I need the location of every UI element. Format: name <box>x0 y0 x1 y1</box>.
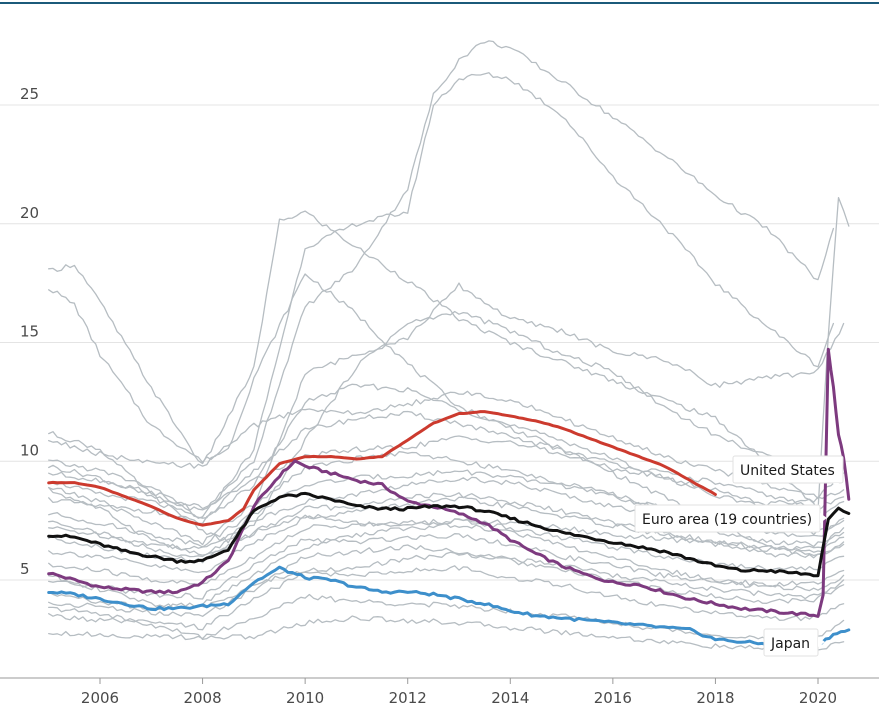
x-tick-label-2008: 2008 <box>183 689 221 707</box>
series-line-other-16 <box>48 565 845 631</box>
label-united-states-pointer <box>833 483 839 489</box>
label-japan-text: Japan <box>770 636 810 652</box>
label-united-states-text: United States <box>740 463 835 479</box>
series-line-euro-area <box>47 491 851 578</box>
label-euro-area-text: Euro area (19 countries) <box>642 512 812 528</box>
series-line-other-3 <box>48 196 850 512</box>
x-tick-label-2016: 2016 <box>594 689 632 707</box>
series-line-other-1 <box>48 40 835 511</box>
series-line-other-17 <box>48 593 845 641</box>
series-line-other-22 <box>48 492 845 558</box>
x-tick-label-2012: 2012 <box>389 689 427 707</box>
series-line-united-states <box>47 347 851 618</box>
series-line-other-14 <box>48 533 845 600</box>
label-japan-pointer <box>818 637 825 647</box>
label-japan: Japan <box>763 628 825 657</box>
x-axis-ticks: 2006 2008 2010 2012 2014 2016 2018 2020 <box>81 678 837 707</box>
series-line-japan <box>47 565 851 647</box>
series-line-other-2 <box>48 72 835 519</box>
series-line-oecd-red <box>47 410 717 527</box>
label-euro-area-pointer <box>820 513 827 523</box>
series-line-other-24 <box>48 522 845 611</box>
label-euro-area: Euro area (19 countries) <box>634 504 827 533</box>
series-line-other-7 <box>48 383 845 519</box>
y-tick-label-5: 5 <box>20 560 30 578</box>
x-tick-label-2020: 2020 <box>799 689 837 707</box>
x-tick-label-2006: 2006 <box>81 689 119 707</box>
label-united-states: United States <box>732 455 844 489</box>
y-axis-tick-labels: 5 10 15 20 25 <box>20 85 39 578</box>
series-line-other-9 <box>48 435 845 510</box>
x-tick-label-2014: 2014 <box>491 689 529 707</box>
series-line-other-15 <box>48 544 845 617</box>
x-tick-label-2010: 2010 <box>286 689 324 707</box>
series-line-other-8 <box>48 410 845 525</box>
y-tick-label-25: 25 <box>20 85 39 103</box>
x-tick-label-2018: 2018 <box>696 689 734 707</box>
highlighted-series-lines <box>47 347 851 647</box>
y-tick-label-20: 20 <box>20 204 39 222</box>
y-tick-label-15: 15 <box>20 323 39 341</box>
series-line-other-23 <box>48 390 845 500</box>
label-united-states-box <box>732 455 844 484</box>
series-line-other-18 <box>48 606 845 654</box>
y-tick-label-10: 10 <box>20 441 39 459</box>
